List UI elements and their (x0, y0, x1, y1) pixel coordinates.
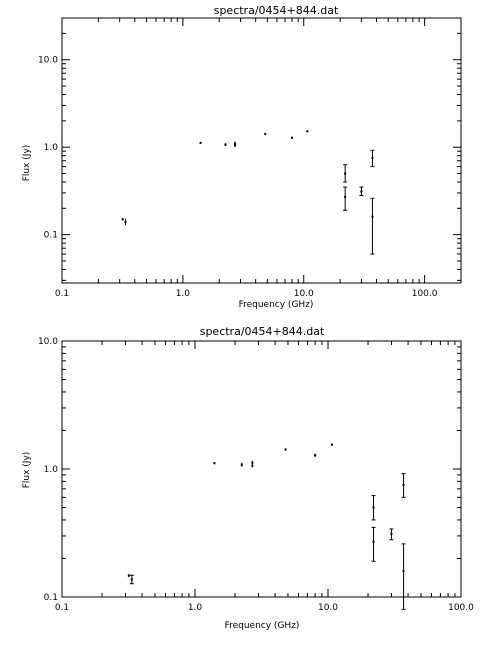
point-marker (234, 142, 237, 145)
point-marker (344, 172, 347, 175)
y-axis-label: Flux (Jy) (22, 145, 32, 182)
data-point (343, 164, 348, 183)
point-marker (127, 574, 130, 577)
y-tick-label: 0.1 (44, 593, 58, 603)
x-tick-label: 100.0 (412, 289, 438, 299)
data-point (343, 186, 348, 211)
point-marker (402, 569, 405, 572)
data-point (359, 186, 364, 197)
data-point (127, 574, 130, 578)
data-point (213, 462, 216, 465)
data-point (121, 218, 124, 221)
data-point (264, 132, 267, 135)
data-point (199, 141, 202, 144)
y-tick-label: 0.1 (44, 231, 58, 241)
data-point (370, 149, 375, 168)
data-point (284, 448, 287, 451)
data-point (234, 143, 237, 147)
data-point (330, 443, 333, 446)
x-tick-label: 1.0 (176, 289, 191, 299)
x-tick-label: 0.1 (55, 289, 69, 299)
y-tick-label: 1.0 (44, 143, 59, 153)
point-marker (224, 143, 227, 146)
data-point (240, 462, 243, 467)
chart-panel-top: spectra/0454+844.dat Frequency (GHz) Flu… (22, 4, 462, 310)
data-point (251, 464, 254, 468)
point-marker (213, 462, 216, 465)
point-marker (402, 483, 405, 486)
x-tick-label: 10.0 (318, 603, 338, 613)
x-tick-label: 0.1 (55, 603, 69, 613)
point-marker (284, 448, 287, 451)
point-marker (314, 454, 317, 457)
x-tick-label: 10.0 (294, 289, 314, 299)
point-marker (124, 220, 127, 223)
point-marker (371, 215, 374, 218)
x-axis-label: Frequency (GHz) (225, 621, 300, 631)
point-marker (234, 144, 237, 147)
plot-frame (61, 17, 462, 284)
data-point (224, 143, 227, 147)
plot-frame (61, 340, 462, 598)
chart-title: spectra/0454+844.dat (200, 325, 325, 338)
point-marker (199, 141, 202, 144)
x-tick-label: 1.0 (188, 603, 203, 613)
y-axis-label: Flux (Jy) (22, 452, 32, 489)
data-point (314, 453, 317, 458)
y-tick-label: 1.0 (44, 465, 59, 475)
point-marker (372, 540, 375, 543)
point-marker (264, 132, 267, 135)
x-axis-label: Frequency (GHz) (239, 300, 314, 310)
data-point (370, 197, 375, 255)
data-point (371, 526, 376, 562)
point-marker (372, 506, 375, 509)
y-tick-label: 10.0 (38, 337, 58, 347)
x-tick-label: 100.0 (448, 603, 474, 613)
y-tick-label: 10.0 (38, 56, 58, 66)
data-point (306, 130, 309, 133)
chart-title: spectra/0454+844.dat (214, 4, 339, 17)
point-marker (390, 533, 393, 536)
point-marker (330, 443, 333, 446)
data-point (124, 218, 127, 226)
data-point (401, 543, 406, 610)
data-point (291, 136, 294, 140)
data-point (401, 473, 406, 498)
point-marker (371, 157, 374, 160)
point-marker (251, 464, 254, 467)
point-marker (360, 190, 363, 193)
point-marker (344, 195, 347, 198)
data-point (251, 460, 254, 465)
chart-panel-bottom: spectra/0454+844.dat Frequency (GHz) Flu… (22, 325, 474, 631)
data-point (371, 495, 376, 521)
point-marker (121, 218, 124, 221)
point-marker (291, 136, 294, 139)
point-marker (251, 461, 254, 464)
point-marker (240, 463, 243, 466)
point-marker (130, 578, 133, 581)
data-point (129, 574, 134, 585)
point-marker (306, 130, 309, 133)
data-point (389, 528, 394, 541)
